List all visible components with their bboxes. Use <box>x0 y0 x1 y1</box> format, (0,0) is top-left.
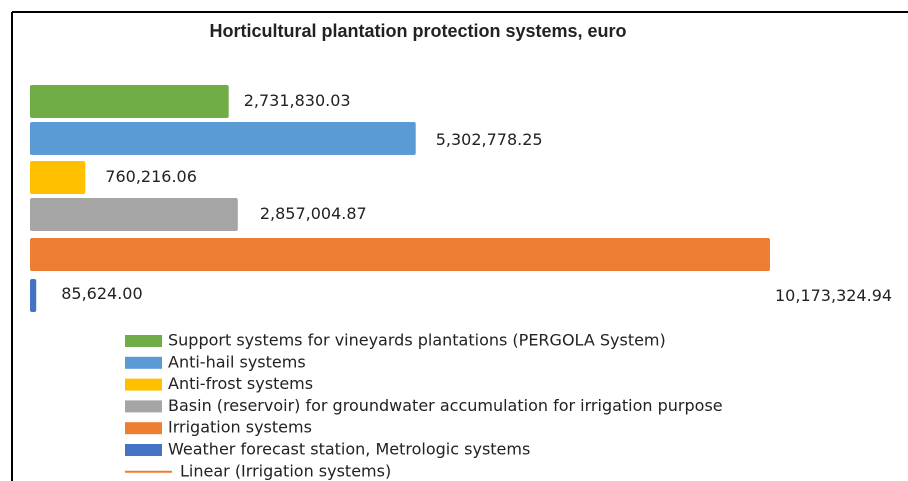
legend-label: Basin (reservoir) for groundwater accumu… <box>168 396 723 415</box>
value-label: 85,624.00 <box>61 284 142 303</box>
value-label: 10,173,324.94 <box>775 286 892 305</box>
bar <box>30 279 37 312</box>
legend-swatch <box>125 335 162 347</box>
value-label: 5,302,778.25 <box>436 130 543 149</box>
legend-label: Support systems for vineyards plantation… <box>168 331 666 350</box>
bar <box>30 238 770 271</box>
legend-label: Anti-frost systems <box>168 374 313 393</box>
legend-label: Linear (Irrigation systems) <box>180 461 391 480</box>
value-label: 2,731,830.03 <box>244 91 351 110</box>
bar <box>30 122 416 155</box>
legend-swatch <box>125 444 162 456</box>
legend-label: Irrigation systems <box>168 418 312 437</box>
bar <box>30 85 229 118</box>
legend-swatch <box>125 422 162 435</box>
legend-label: Anti-hail systems <box>168 352 306 371</box>
value-label: 2,857,004.87 <box>260 204 367 223</box>
chart-title: Horticultural plantation protection syst… <box>209 21 626 41</box>
legend-swatch <box>125 400 162 413</box>
bar <box>30 198 238 231</box>
bar <box>30 161 86 194</box>
value-label: 760,216.06 <box>105 167 197 186</box>
legend-swatch <box>125 378 162 391</box>
legend-swatch <box>125 356 162 369</box>
legend-label: Weather forecast station, Metrologic sys… <box>168 440 530 459</box>
